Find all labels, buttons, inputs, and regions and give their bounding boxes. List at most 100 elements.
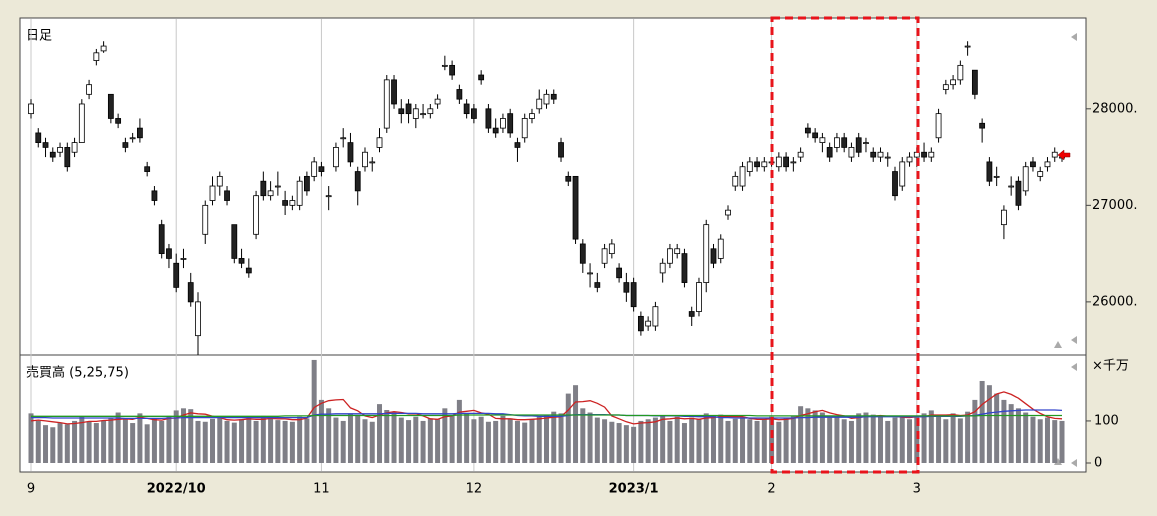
volume-bar <box>72 420 78 463</box>
volume-bar <box>740 416 746 463</box>
candle-body <box>935 113 942 139</box>
candle-body <box>725 209 731 216</box>
volume-bar <box>151 418 157 463</box>
volume-bar <box>732 418 738 463</box>
candle-body <box>899 161 906 187</box>
candle-body <box>107 93 114 119</box>
candle-body <box>645 320 652 327</box>
candle-body <box>950 79 956 86</box>
volume-bar <box>602 419 608 463</box>
volume-bar <box>957 418 963 463</box>
y-tick-label: 100 <box>1094 413 1119 428</box>
candle-body <box>1001 209 1007 226</box>
candle-body <box>449 64 456 76</box>
volume-bar <box>50 427 56 463</box>
volume-bar <box>1001 399 1007 463</box>
candle-body <box>180 258 187 260</box>
candle-body <box>245 267 252 274</box>
candle-body <box>64 147 71 168</box>
volume-bar <box>522 422 528 463</box>
candle-body <box>49 151 56 158</box>
volume-bar <box>210 418 216 463</box>
volume-bar <box>674 416 680 463</box>
volume-bar <box>35 420 41 463</box>
volume-bar <box>57 423 63 463</box>
candle-body <box>420 113 426 116</box>
candle-body <box>841 137 848 148</box>
candle-body <box>78 103 85 143</box>
volume-bar <box>464 413 470 463</box>
candle-body <box>812 132 819 139</box>
volume-bar <box>224 420 230 463</box>
volume-bar <box>268 418 274 463</box>
x-tick-label: 2023/1 <box>609 482 659 497</box>
volume-bar <box>870 414 876 463</box>
volume-bar <box>754 420 760 463</box>
volume-bar <box>1037 419 1043 463</box>
volume-bar <box>180 408 186 463</box>
highlight-box <box>770 16 920 474</box>
volume-bar <box>573 385 579 463</box>
candle-body <box>514 142 521 148</box>
volume-bar <box>689 417 695 463</box>
y-tick-label: 0 <box>1094 456 1102 471</box>
y-tick-label: 26000. <box>1092 294 1138 309</box>
candle-body <box>681 253 688 283</box>
candle-body <box>536 98 543 110</box>
volume-bar <box>478 416 484 463</box>
volume-bar <box>64 424 70 463</box>
volume-bar <box>239 419 245 463</box>
volume-bar <box>442 408 448 463</box>
volume-bar <box>471 419 477 463</box>
volume-bar <box>681 423 687 463</box>
volume-bar <box>580 408 586 463</box>
volume-bar <box>500 415 506 463</box>
y-tick-label: 27000. <box>1092 198 1138 213</box>
volume-bar <box>202 421 208 463</box>
volume-bar <box>362 419 368 463</box>
volume-bar <box>652 417 658 463</box>
volume-bar <box>326 408 332 463</box>
volume-bar <box>195 420 201 463</box>
candle-body <box>696 282 702 312</box>
volume-bar <box>166 415 172 463</box>
candle-body <box>754 161 760 168</box>
volume-bar <box>115 412 121 463</box>
last-price-arrow <box>1057 149 1071 161</box>
volume-bar <box>798 406 804 463</box>
volume-bar <box>631 426 637 463</box>
volume-bar <box>965 411 971 463</box>
x-tick-label: 2022/10 <box>147 482 206 497</box>
volume-bar <box>1044 417 1050 463</box>
candle-body <box>601 248 608 264</box>
candle-body <box>884 156 891 159</box>
scroll-marker <box>1071 459 1077 467</box>
candle-body <box>848 147 855 158</box>
volume-bar <box>790 415 796 463</box>
candle-body <box>144 166 151 172</box>
scroll-marker <box>1071 33 1077 41</box>
candle-body <box>667 248 673 264</box>
volume-bar <box>1059 420 1065 463</box>
volume-bar <box>253 420 259 463</box>
candle-body <box>470 108 477 119</box>
volume-bar <box>986 385 992 463</box>
candle-body <box>543 93 550 105</box>
volume-bar <box>1052 420 1058 463</box>
volume-bar <box>718 414 724 463</box>
candle-body <box>826 147 833 158</box>
volume-bar <box>899 416 905 463</box>
candle-body <box>383 79 390 129</box>
candle-body <box>412 108 419 119</box>
candle-body <box>325 195 332 198</box>
volume-bar <box>130 423 136 463</box>
volume-bar <box>696 419 702 463</box>
volume-bar <box>660 415 666 463</box>
volume-bar <box>333 417 339 463</box>
volume-bar <box>536 416 542 463</box>
volume-bar <box>289 421 295 463</box>
candle-body <box>187 282 194 303</box>
candle-body <box>790 161 797 164</box>
volume-bar <box>769 416 775 463</box>
